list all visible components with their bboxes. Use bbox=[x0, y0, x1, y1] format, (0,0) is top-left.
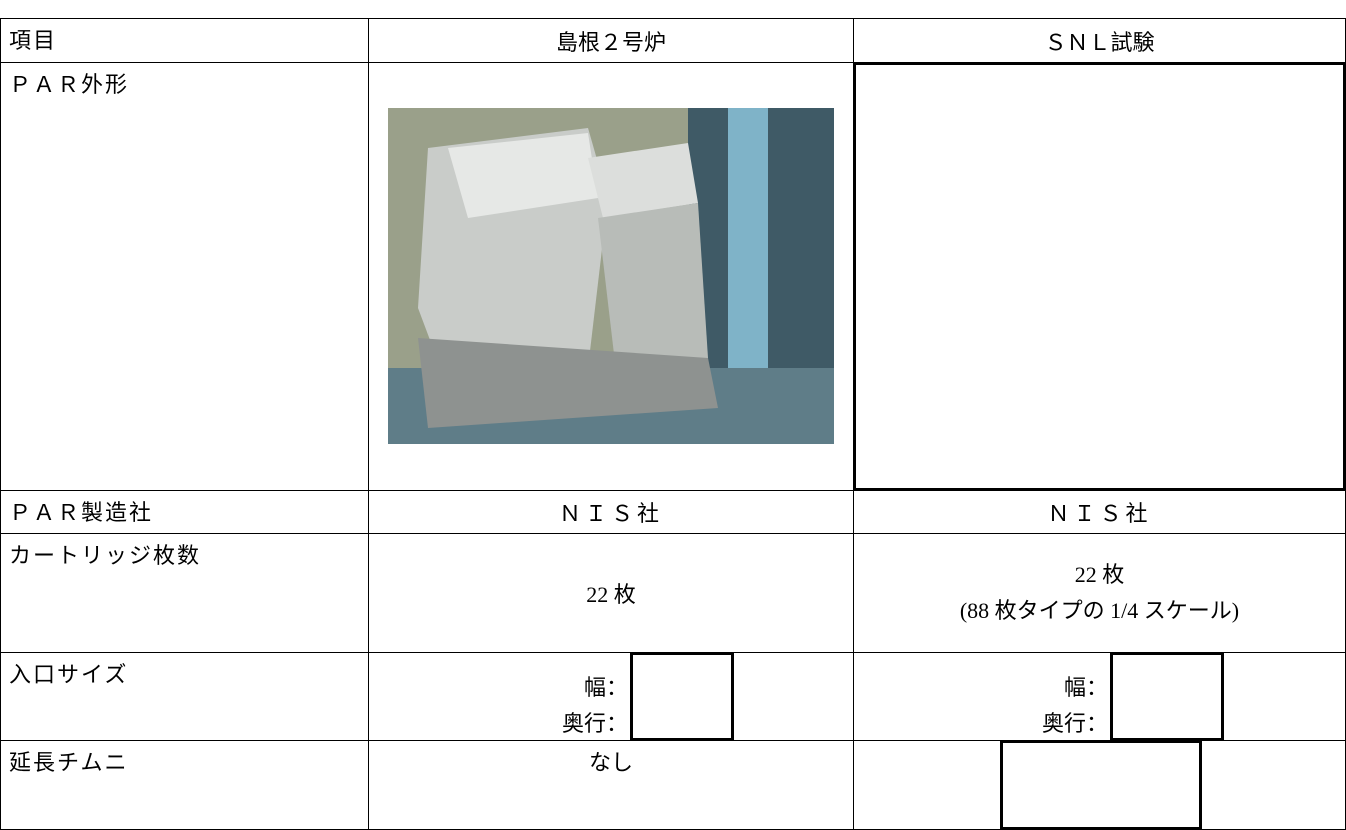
header-text: 島根２号炉 bbox=[555, 29, 666, 55]
label-text: 延長チムニ bbox=[9, 750, 129, 775]
value-cell: ＮＩＳ社 bbox=[368, 490, 854, 534]
header-cell: 項目 bbox=[0, 18, 369, 63]
label-text: 入口サイズ bbox=[9, 662, 129, 687]
value-text: ＮＩＳ社 bbox=[558, 501, 663, 526]
row-label: カートリッジ枚数 bbox=[0, 533, 369, 653]
header-text: 項目 bbox=[9, 28, 58, 53]
label-text: ＰＡＲ製造社 bbox=[9, 500, 154, 525]
value-text: 幅： bbox=[583, 675, 628, 700]
label-text: ＰＡＲ外形 bbox=[9, 72, 130, 97]
value-cell: 22 枚 bbox=[368, 533, 854, 653]
row-label: 延長チムニ bbox=[0, 740, 369, 830]
masked-box bbox=[630, 652, 734, 741]
value-text: 奥行： bbox=[1041, 711, 1108, 736]
row-label: 入口サイズ bbox=[0, 652, 369, 741]
photo bbox=[388, 108, 834, 444]
value-text: 22 枚 bbox=[1074, 562, 1125, 587]
masked-box bbox=[1110, 652, 1224, 741]
row-label: ＰＡＲ製造社 bbox=[0, 490, 369, 534]
masked-cell bbox=[853, 62, 1346, 491]
value-text: なし bbox=[588, 750, 633, 775]
value-text: ＮＩＳ社 bbox=[1047, 501, 1152, 526]
masked-box bbox=[1000, 740, 1202, 830]
value-text: (88 枚タイプの 1/4 スケール) bbox=[959, 598, 1240, 623]
value-text: 22 枚 bbox=[586, 582, 636, 607]
label-text: カートリッジ枚数 bbox=[9, 543, 202, 568]
value-text: 奥行： bbox=[561, 711, 628, 736]
header-text: ＳＮＬ試験 bbox=[1044, 29, 1155, 55]
row-label: ＰＡＲ外形 bbox=[0, 62, 369, 491]
value-cell: ＮＩＳ社 bbox=[853, 490, 1346, 534]
photo-cell bbox=[368, 62, 854, 491]
value-text: 幅： bbox=[1063, 675, 1108, 700]
value-cell: なし bbox=[368, 740, 854, 830]
header-cell: ＳＮＬ試験 bbox=[853, 18, 1346, 63]
value-cell: 22 枚 (88 枚タイプの 1/4 スケール) bbox=[853, 533, 1346, 653]
header-cell: 島根２号炉 bbox=[368, 18, 854, 63]
